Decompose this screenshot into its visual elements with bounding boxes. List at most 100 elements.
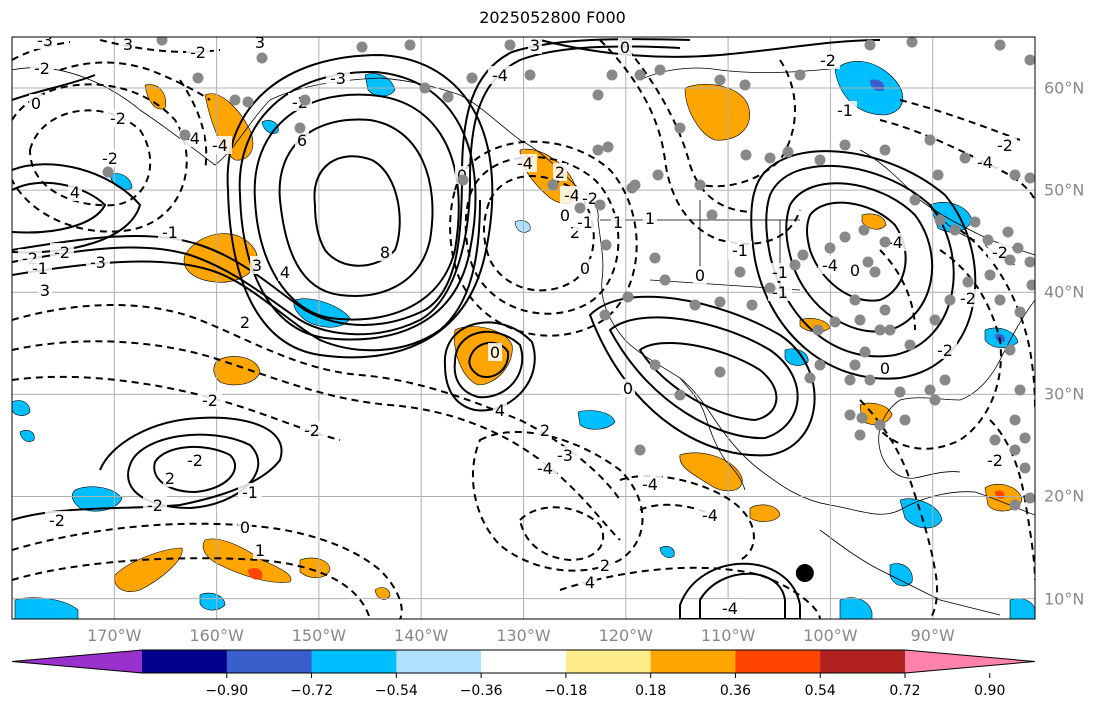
- contour-label: -1: [162, 223, 178, 242]
- contour-label: -3: [330, 69, 346, 88]
- station-dot: [1014, 384, 1026, 396]
- colorbar-segment: [396, 650, 482, 673]
- longitude-label: 110°W: [700, 626, 756, 645]
- contour-label-bg: [621, 379, 635, 397]
- station-dot: [294, 122, 306, 134]
- station-dot: [944, 294, 956, 306]
- contour-label: -4: [492, 66, 508, 85]
- station-dot: [994, 39, 1006, 51]
- station-dot: [794, 69, 806, 81]
- station-dot: [859, 346, 871, 358]
- contour-label-bg: [378, 243, 392, 261]
- storm-center-marker: [795, 564, 814, 583]
- station-dot: [894, 386, 906, 398]
- station-dot: [714, 74, 726, 86]
- contour-label: 1: [255, 541, 265, 560]
- station-dot: [764, 152, 776, 164]
- station-dot: [739, 79, 751, 91]
- contour-label-bg: [618, 38, 632, 56]
- contour-label-bg: [68, 183, 82, 201]
- colorbar-segment: [820, 650, 906, 673]
- contour-label: -4: [212, 136, 228, 155]
- station-dot: [929, 314, 941, 326]
- station-dot: [864, 39, 876, 51]
- longitude-label: 140°W: [394, 626, 449, 645]
- contour-label-bg: [28, 259, 52, 277]
- contour-label: -1: [242, 483, 258, 502]
- contour-label: 3: [255, 33, 265, 52]
- station-dot: [864, 374, 876, 386]
- station-dot: [654, 64, 666, 76]
- station-dot: [649, 359, 661, 371]
- contour-label: 0: [623, 379, 633, 398]
- station-dot: [844, 409, 856, 421]
- contour-label-bg: [98, 149, 122, 167]
- station-dots: [102, 37, 1035, 511]
- contour-label: -2: [54, 243, 70, 262]
- lat-lon-grid: [12, 37, 1035, 619]
- contour-labels: -33-2-20-2-2-43-330-26-448043-43-2-2-1-3…: [18, 33, 1017, 618]
- station-dot: [419, 82, 431, 94]
- shade-positive: [183, 233, 258, 283]
- station-dot: [932, 169, 944, 181]
- contour-label-bg: [121, 37, 135, 53]
- colorbar-tick-label: 0.72: [889, 683, 921, 699]
- contour-label-bg: [698, 506, 722, 524]
- map-frame: [11, 36, 1036, 620]
- station-dot: [1009, 499, 1021, 511]
- contour-label: 4: [495, 401, 505, 420]
- contour-label-bg: [278, 263, 292, 281]
- contour-label-bg: [106, 109, 130, 127]
- shade-negative: [839, 597, 873, 619]
- contour-label: -4: [564, 186, 580, 205]
- station-dot: [706, 209, 718, 221]
- station-dot: [812, 324, 824, 336]
- contour-label: -2: [992, 243, 1008, 262]
- station-dot: [689, 299, 701, 311]
- station-dot: [839, 139, 851, 151]
- contour-label: 4: [70, 183, 80, 202]
- shade-negative: [19, 430, 35, 442]
- station-dot: [969, 216, 981, 228]
- station-dot: [904, 339, 916, 351]
- station-dot: [602, 141, 614, 153]
- colorbar-segment: [650, 650, 736, 673]
- station-dot: [1024, 172, 1035, 184]
- contour-label-bg: [638, 475, 662, 493]
- longitude-label: 100°W: [803, 626, 858, 645]
- shade-negative: [1009, 598, 1035, 619]
- colorbar-segment: [311, 650, 397, 673]
- station-dot: [652, 169, 664, 181]
- longitude-label: 130°W: [496, 626, 551, 645]
- contour-label-bg: [186, 43, 210, 61]
- shade-negative: [293, 298, 351, 328]
- contour-label-bg: [533, 459, 557, 477]
- contour-label: -4: [722, 599, 738, 618]
- colorbar-tick-label: −0.90: [205, 683, 249, 699]
- contour-label: -2: [960, 289, 976, 308]
- contour-label: 3: [123, 35, 133, 54]
- station-dot: [1012, 242, 1024, 254]
- contour-label: 6: [297, 131, 307, 150]
- station-dot: [299, 94, 311, 106]
- colorbar-tick-label: −0.54: [374, 683, 418, 699]
- station-dot: [1026, 279, 1035, 291]
- contour-label: -4: [517, 154, 533, 173]
- shade-negative: [12, 400, 31, 416]
- station-dot: [1019, 462, 1031, 474]
- station-dot: [242, 96, 254, 108]
- contour-label: 4: [585, 573, 595, 592]
- contour-label-bg: [956, 289, 980, 307]
- contour-label-bg: [768, 263, 792, 281]
- station-dot: [1009, 169, 1021, 181]
- colorbar-tick-label: −0.36: [459, 683, 503, 699]
- station-dot: [939, 374, 951, 386]
- station-dot: [466, 72, 478, 84]
- contour-label: -2: [102, 149, 118, 168]
- colorbar-segment: [142, 650, 228, 673]
- shade-positive: [859, 402, 893, 425]
- station-dot: [858, 224, 870, 236]
- station-dot: [629, 179, 641, 191]
- contour-label-bg: [598, 556, 612, 574]
